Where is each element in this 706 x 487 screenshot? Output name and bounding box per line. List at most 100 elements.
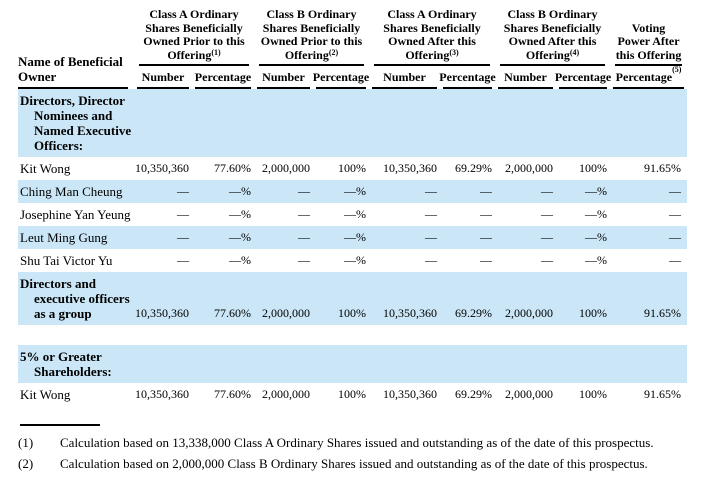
value-cell: — [425,252,437,267]
value-cell: — [254,225,313,249]
value-cell: 2,000,000 [254,271,313,325]
header-subcolumn-row: Number Percentage Number Percentage Numb… [18,65,687,89]
value-cell: 2,000,000 [505,160,554,175]
owner-name-cell: Ching Man Cheung [18,179,134,203]
value-cell: 100% [556,271,611,325]
value-cell: —% [344,252,366,267]
column-group-header-voting-power: Voting Power After this Offering [610,8,687,67]
subheader-number: Number [254,66,313,89]
value-cell: — [369,225,440,249]
table-row-ching-man-cheung: Ching Man Cheung — —% — —% — — — —% — [18,179,688,203]
footnote-ref-2: (2) [328,47,339,57]
header-group-row: Name of Beneficial Owner Class A Ordinar… [18,7,687,89]
spacer-row [18,324,688,345]
value-cell: —% [556,225,611,249]
value-cell: —% [313,225,369,249]
value-cell: — [495,179,557,203]
column-group-header-class-a-after: Class A Ordinary Shares Beneficially Own… [369,7,495,67]
owner-name-cell: Josephine Yan Yeung [20,206,131,222]
subheader-number: Number [369,66,440,89]
section-heading-cell: 5% or Greater Shareholders: [18,344,134,383]
value-cell: 100% [338,386,366,401]
table-row-kit-wong-shareholder: Kit Wong 10,350,360 77.60% 2,000,000 100… [18,383,687,406]
subheader-percentage: Percentage [439,66,496,89]
value-cell: —% [585,252,608,267]
value-cell: —% [229,206,251,221]
value-cell: 2,000,000 [495,271,557,325]
value-cell: 69.29% [440,271,496,325]
table-row-shu-tai-victor-yu: Shu Tai Victor Yu — —% — —% — — — —% — [18,249,687,272]
document-page: Name of Beneficial Owner Class A Ordinar… [18,7,706,473]
owner-name-cell: Leut Ming Gung [18,225,134,249]
value-cell: 2,000,000 [262,160,310,175]
value-cell: — [298,252,310,267]
value-cell: — [669,206,682,221]
value-cell: 100% [338,160,366,175]
table-row-leut-ming-gung: Leut Ming Gung — —% — —% — — — —% — [18,225,688,249]
footnote-1: (1) Calculation based on 13,338,000 Clas… [18,435,706,451]
value-cell: —% [585,206,608,221]
subheader-number: Number [495,66,556,89]
subheader-number: Number [134,66,192,89]
column-group-header-class-b-after: Class B Ordinary Shares Beneficially Own… [495,7,610,67]
footnote-ref-3: (3) [449,47,459,57]
subheader-percentage: Percentage [192,66,254,89]
table-row-section-5pct-shareholders: 5% or Greater Shareholders: [18,344,688,383]
owner-name-cell: Directors and executive officers as a gr… [18,271,134,325]
footnote-number: (1) [18,434,34,450]
value-cell: 91.65% [610,271,688,325]
value-cell: 77.60% [214,160,251,175]
value-cell: — [669,252,682,267]
value-cell: — [298,206,310,221]
value-cell: 10,350,360 [135,160,189,175]
column-group-header-class-b-prior: Class B Ordinary Shares Beneficially Own… [254,7,369,67]
value-cell: — [440,179,496,203]
value-cell: — [480,206,493,221]
value-cell: — [610,179,688,203]
table-row-directors-group-total: Directors and executive officers as a gr… [18,271,688,325]
value-cell: 77.60% [214,386,251,401]
footnote-divider [20,423,100,426]
table-row-section-directors: Directors, Director Nominees and Named E… [18,88,688,157]
footnote-ref-1: (1) [211,47,221,57]
value-cell: 77.60% [192,271,254,325]
owner-name-cell: Kit Wong [20,160,71,176]
value-cell: —% [229,252,251,267]
value-cell: 91.65% [644,160,682,175]
value-cell: 91.65% [644,386,682,401]
value-cell: 10,350,360 [135,386,189,401]
footnote-2: (2) Calculation based on 2,000,000 Class… [18,456,706,472]
value-cell: —% [192,225,254,249]
value-cell: 100% [313,271,369,325]
value-cell: —% [313,179,369,203]
value-cell: — [369,179,440,203]
table-row-kit-wong: Kit Wong 10,350,360 77.60% 2,000,000 100… [18,157,687,180]
footnote-ref-4: (4) [569,47,580,57]
footnote-text: Calculation based on 13,338,000 Class A … [60,434,654,450]
footnotes: (1) Calculation based on 13,338,000 Clas… [18,435,706,473]
value-cell: — [177,206,189,221]
footnote-text: Calculation based on 2,000,000 Class B O… [60,455,648,471]
section-heading-cell: Directors, Director Nominees and Named E… [18,88,134,157]
value-cell: 100% [579,160,608,175]
value-cell: 10,350,360 [383,160,437,175]
value-cell: 100% [579,386,608,401]
owner-name-cell: Shu Tai Victor Yu [20,252,113,268]
table-row-josephine-yan-yeung: Josephine Yan Yeung — —% — —% — — — —% — [18,203,687,226]
subheader-voting-percentage: Percentage (5) [610,65,687,89]
value-cell: — [495,225,557,249]
value-cell: — [134,179,192,203]
value-cell: 10,350,360 [383,386,437,401]
footnote-number: (2) [18,455,34,471]
value-cell: — [541,206,554,221]
owner-name-cell: Kit Wong [20,386,71,402]
value-cell: — [425,206,437,221]
value-cell: — [541,252,554,267]
value-cell: 10,350,360 [369,271,440,325]
value-cell: 2,000,000 [262,386,310,401]
value-cell: — [440,225,496,249]
footnote-ref-5: (5) [672,65,682,75]
value-cell: — [480,252,493,267]
value-cell: 69.29% [455,386,493,401]
value-cell: — [254,179,313,203]
